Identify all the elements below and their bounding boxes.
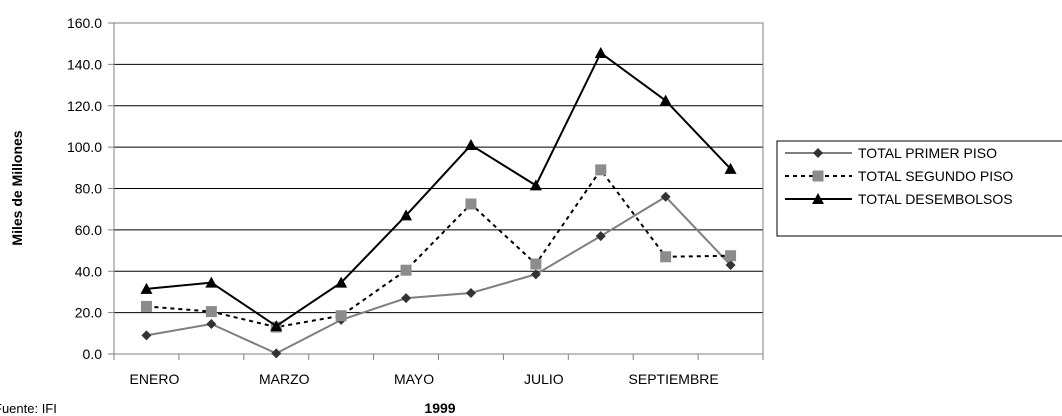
y-tick-label: 20.0 xyxy=(75,305,102,321)
data-point xyxy=(659,94,672,106)
source-note: Fuente: IFI xyxy=(0,401,57,416)
legend-marker xyxy=(813,148,823,158)
data-point xyxy=(465,198,477,210)
data-point xyxy=(530,258,542,270)
y-tick-label: 40.0 xyxy=(75,263,102,279)
series-line xyxy=(146,168,731,329)
data-point xyxy=(140,300,152,312)
series-2 xyxy=(140,164,737,333)
y-tick-label: 0.0 xyxy=(83,346,103,362)
data-point xyxy=(335,276,348,288)
y-tick-label: 60.0 xyxy=(75,222,102,238)
data-point xyxy=(205,306,217,318)
series-3 xyxy=(140,46,737,332)
data-point xyxy=(530,269,541,280)
x-axis-title: 1999 xyxy=(424,400,455,416)
series-group xyxy=(140,46,737,359)
x-tick-label: SEPTIEMBRE xyxy=(629,371,719,387)
y-tick-label: 120.0 xyxy=(67,98,102,114)
y-tick-label: 100.0 xyxy=(67,139,102,155)
data-point xyxy=(725,250,737,262)
y-tick-label: 160.0 xyxy=(67,15,102,31)
legend-label: TOTAL SEGUNDO PISO xyxy=(858,168,1013,184)
data-point xyxy=(595,164,607,176)
data-point xyxy=(140,282,153,294)
legend-marker xyxy=(812,170,824,182)
data-point xyxy=(465,287,476,298)
data-point xyxy=(529,179,542,191)
legend-entry: TOTAL DESEMBOLSOS xyxy=(785,191,1013,207)
gridlines xyxy=(114,63,763,314)
data-point xyxy=(271,348,282,359)
legend-marker xyxy=(812,193,824,204)
data-point xyxy=(595,231,606,242)
data-point xyxy=(400,209,413,221)
data-point xyxy=(400,264,412,276)
x-tick-label: JULIO xyxy=(524,371,564,387)
x-axis: ENERO MARZO MAYO JULIO SEPTIEMBRE xyxy=(113,354,764,387)
legend-label: TOTAL DESEMBOLSOS xyxy=(858,191,1013,207)
legend-entry: TOTAL SEGUNDO PISO xyxy=(785,168,1013,184)
y-tick-label: 80.0 xyxy=(75,181,102,197)
data-point xyxy=(660,251,672,263)
legend: TOTAL PRIMER PISO TOTAL SEGUNDO PISO TOTAL… xyxy=(776,140,1062,237)
data-point xyxy=(464,139,477,151)
data-point xyxy=(401,293,412,304)
y-axis: 0.0 20.0 40.0 60.0 80.0 100.0 120.0 140.0 160.0 xyxy=(67,15,114,362)
x-tick-label: MAYO xyxy=(394,371,434,387)
series-line xyxy=(146,51,732,328)
data-point xyxy=(205,276,218,288)
data-point xyxy=(660,191,671,202)
x-tick-label: ENERO xyxy=(130,371,180,387)
data-point xyxy=(141,330,152,341)
y-axis-title: Miles de Millones xyxy=(9,130,25,245)
data-point xyxy=(335,310,347,322)
series-1 xyxy=(141,191,736,359)
legend-box xyxy=(776,140,1062,237)
x-tick-label: MARZO xyxy=(259,371,310,387)
data-point xyxy=(725,260,736,271)
data-point xyxy=(724,162,737,174)
series-line xyxy=(146,195,732,355)
data-point xyxy=(270,320,283,332)
y-tick-label: 140.0 xyxy=(67,56,102,72)
data-point xyxy=(206,319,217,330)
legend-label: TOTAL PRIMER PISO xyxy=(858,145,997,161)
data-point xyxy=(594,46,607,58)
legend-entry: TOTAL PRIMER PISO xyxy=(785,145,997,161)
